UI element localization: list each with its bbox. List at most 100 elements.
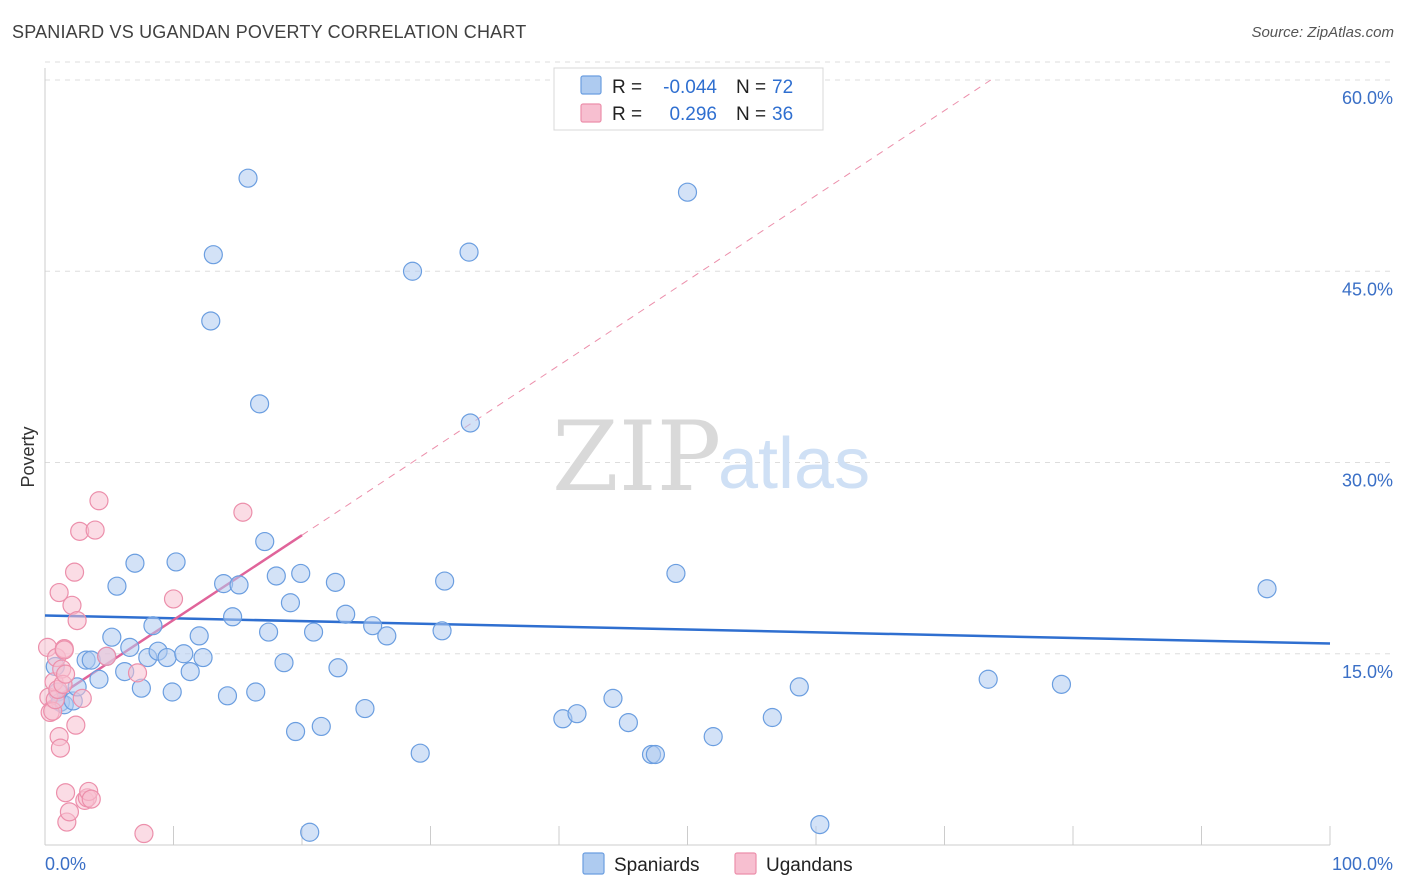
spaniards-point-52[interactable] (410, 743, 430, 763)
spaniards-point-60[interactable] (618, 712, 638, 733)
spaniards-point-55[interactable] (459, 242, 479, 262)
spaniards-point-67[interactable] (789, 677, 809, 697)
spaniards-point-50[interactable] (377, 626, 397, 646)
spaniards-point-64[interactable] (677, 182, 698, 202)
correlation-legend: R = -0.044 N = 72 R = 0.296 N = 36 (553, 67, 824, 131)
ugandans-point-18[interactable] (59, 802, 80, 822)
spaniards-point-26[interactable] (201, 311, 221, 331)
ugandans-points (37, 491, 253, 844)
y-tick-label-3: 60.0% (1342, 88, 1393, 108)
spaniards-point-46[interactable] (328, 658, 348, 678)
spaniards-point-14[interactable] (125, 553, 145, 573)
spaniards-point-47[interactable] (336, 604, 356, 624)
spaniards-point-45[interactable] (325, 572, 346, 592)
spaniards-point-63[interactable] (666, 563, 686, 584)
spaniards-point-43[interactable] (303, 622, 324, 642)
spaniards-point-17[interactable] (143, 616, 163, 636)
spaniards-point-59[interactable] (603, 688, 623, 708)
spaniards-point-51[interactable] (402, 261, 423, 281)
spaniards-point-56[interactable] (460, 413, 480, 433)
ugandans-point-34[interactable] (163, 589, 184, 609)
legend-swatch-ugandans (580, 103, 602, 123)
spaniards-point-25[interactable] (193, 647, 213, 668)
watermark-zip: ZIP (552, 401, 721, 513)
y-tick-label-2: 45.0% (1342, 279, 1393, 299)
ugandans-point-29[interactable] (85, 520, 105, 540)
ugandans-point-21[interactable] (66, 715, 86, 735)
spaniards-point-22[interactable] (174, 644, 194, 664)
spaniards-point-44[interactable] (311, 716, 331, 737)
spaniards-points (45, 168, 1277, 842)
ugandans-point-10[interactable] (50, 738, 71, 758)
legend-r-value-2: 0.296 (669, 104, 717, 125)
spaniards-point-35[interactable] (255, 531, 275, 552)
x-tick-labels: 0.0% 100.0% (45, 854, 1393, 874)
spaniards-point-29[interactable] (217, 686, 238, 706)
trend-lines (44, 79, 1331, 706)
spaniards-point-54[interactable] (435, 571, 455, 591)
spaniards-point-8[interactable] (89, 669, 109, 689)
spaniards-point-38[interactable] (274, 653, 294, 673)
spaniards-point-70[interactable] (1051, 674, 1072, 694)
y-tick-label-1: 30.0% (1342, 471, 1393, 491)
spaniards-point-37[interactable] (266, 566, 286, 586)
spaniards-point-71[interactable] (1257, 579, 1277, 599)
ugandans-point-22[interactable] (67, 610, 87, 631)
spaniards-point-48[interactable] (355, 698, 375, 719)
series-legend: Spaniards Ugandans (582, 852, 853, 876)
spaniards-point-42[interactable] (300, 822, 320, 842)
ugandans-point-15[interactable] (55, 664, 76, 684)
spaniards-point-19[interactable] (157, 647, 177, 668)
spaniards-point-32[interactable] (238, 168, 258, 188)
spaniards-point-24[interactable] (189, 626, 209, 646)
legend-n-value-2: 36 (772, 104, 793, 125)
spaniards-point-30[interactable] (223, 607, 243, 627)
spaniards-point-21[interactable] (166, 552, 186, 572)
spaniards-point-40[interactable] (285, 721, 306, 742)
ugandans-point-24[interactable] (72, 688, 92, 708)
spaniards-point-23[interactable] (180, 661, 200, 682)
ugandans-point-9[interactable] (49, 582, 69, 603)
spaniards-point-31[interactable] (229, 575, 249, 595)
spaniards-point-53[interactable] (432, 621, 452, 641)
bottom-legend-swatch-ugandans (734, 852, 757, 875)
source-label: Source: ZipAtlas.com (1251, 24, 1394, 41)
spaniards-point-39[interactable] (280, 593, 301, 613)
ugandans-point-16[interactable] (55, 783, 76, 803)
ugandans-point-20[interactable] (64, 562, 85, 582)
spaniards-point-36[interactable] (258, 622, 279, 642)
spaniards-point-27[interactable] (203, 245, 223, 265)
spaniards-point-69[interactable] (978, 669, 998, 689)
legend-r-label-2: R = (612, 104, 642, 125)
spaniards-point-20[interactable] (162, 682, 182, 702)
spaniards-point-66[interactable] (762, 707, 782, 728)
ugandans-point-35[interactable] (233, 502, 253, 522)
legend-n-label-1: N = (736, 77, 766, 98)
spaniards-point-13[interactable] (120, 637, 140, 657)
spaniards-point-62[interactable] (645, 744, 665, 765)
spaniards-point-65[interactable] (703, 727, 723, 747)
spaniards-point-10[interactable] (102, 627, 122, 647)
spaniards-point-11[interactable] (107, 576, 127, 596)
chart-title: SPANIARD VS UGANDAN POVERTY CORRELATION … (12, 22, 527, 42)
grid-lines (45, 61, 1395, 655)
spaniards-point-58[interactable] (567, 704, 587, 724)
x-tick-label-0: 0.0% (45, 854, 86, 874)
ugandans-trend-line (44, 534, 303, 706)
x-tick-label-1: 100.0% (1332, 854, 1393, 874)
spaniards-point-68[interactable] (810, 814, 830, 835)
spaniards-point-33[interactable] (246, 682, 266, 702)
spaniards-point-49[interactable] (363, 616, 383, 636)
ugandans-point-14[interactable] (54, 640, 74, 660)
bottom-legend-swatch-spaniards (582, 852, 605, 875)
ugandans-point-30[interactable] (89, 491, 109, 511)
watermark: ZIP atlas (552, 401, 870, 513)
spaniards-point-41[interactable] (291, 563, 311, 584)
ugandans-point-28[interactable] (81, 789, 101, 809)
spaniards-trend-line (44, 614, 1331, 645)
spaniards-point-34[interactable] (249, 394, 270, 414)
ugandans-point-33[interactable] (134, 823, 154, 844)
ugandans-point-31[interactable] (97, 646, 117, 666)
legend-r-label-1: R = (612, 77, 642, 98)
ugandans-point-32[interactable] (127, 663, 148, 683)
